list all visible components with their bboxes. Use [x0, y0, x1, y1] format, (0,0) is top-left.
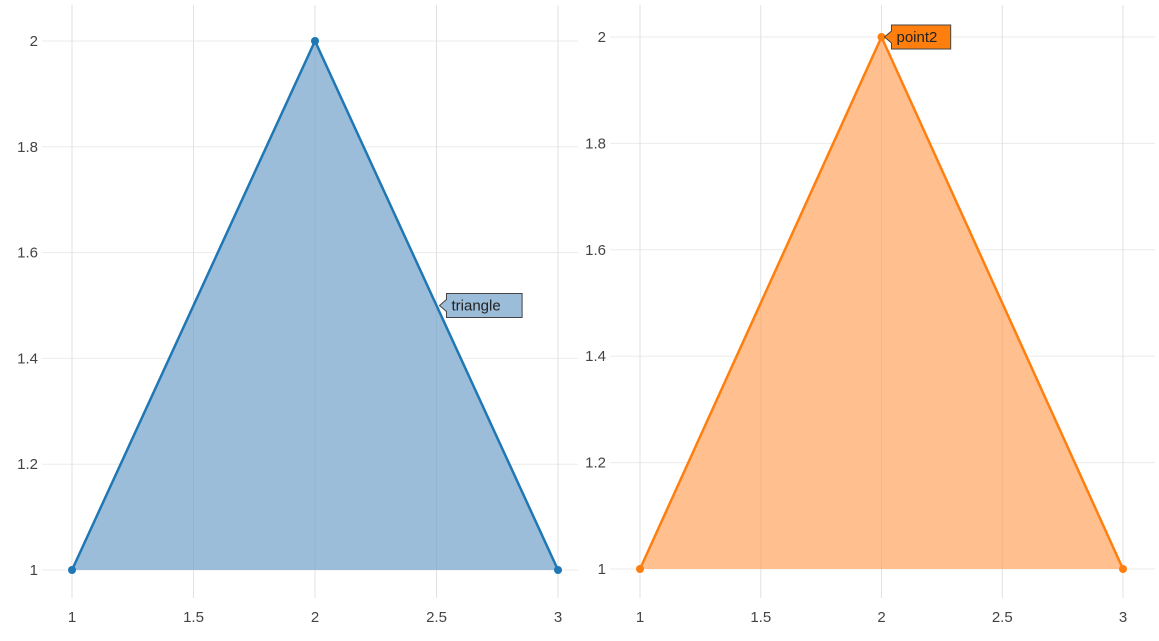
y-tick-label: 1.2	[17, 456, 38, 473]
y-tick-label: 2	[30, 33, 38, 50]
chart-panel-1: 1 1.5 2 2.5 3 1 1.2 1.4 1.6 1.8 2 triangle	[17, 5, 578, 626]
y-tick-label: 1.2	[585, 455, 606, 472]
x-tick-label: 2	[311, 609, 319, 626]
x-tick-label: 1	[68, 609, 76, 626]
x-tick-label: 1	[636, 609, 644, 626]
y-tick-label: 2	[598, 29, 606, 46]
hover-label: triangle	[438, 293, 523, 318]
x-tick-label: 3	[1119, 609, 1127, 626]
y-tick-label: 1.6	[17, 245, 38, 262]
x-tick-label: 2	[877, 609, 885, 626]
hover-label-box	[438, 293, 523, 318]
hover-label-box	[883, 24, 952, 50]
data-point[interactable]	[554, 566, 562, 574]
data-point[interactable]	[311, 37, 319, 45]
data-point[interactable]	[877, 33, 886, 41]
x-tick-label: 1.5	[183, 609, 204, 626]
y-tick-label: 1	[598, 561, 606, 578]
y-tick-label: 1.4	[585, 348, 606, 365]
y-tick-label: 1.4	[17, 350, 38, 367]
hover-label: point2	[883, 24, 952, 50]
series-fill-area	[72, 41, 558, 570]
y-tick-label: 1.8	[17, 139, 38, 156]
x-tick-label: 2.5	[426, 609, 447, 626]
data-point[interactable]	[68, 566, 76, 574]
y-tick-label: 1.8	[585, 135, 606, 152]
series-fill-area	[640, 37, 1123, 569]
hover-label-text: point2	[897, 29, 938, 46]
x-tick-label: 2.5	[992, 609, 1013, 626]
hover-label-text: triangle	[452, 298, 501, 315]
x-tick-label: 3	[554, 609, 562, 626]
y-tick-label: 1	[30, 562, 38, 579]
data-point[interactable]	[636, 565, 644, 573]
data-point[interactable]	[1119, 565, 1127, 573]
y-tick-label: 1.6	[585, 242, 606, 259]
x-tick-label: 1.5	[750, 609, 771, 626]
chart-panel-2: 1 1.5 2 2.5 3 1 1.2 1.4 1.6 1.8 2 point2	[585, 5, 1155, 626]
